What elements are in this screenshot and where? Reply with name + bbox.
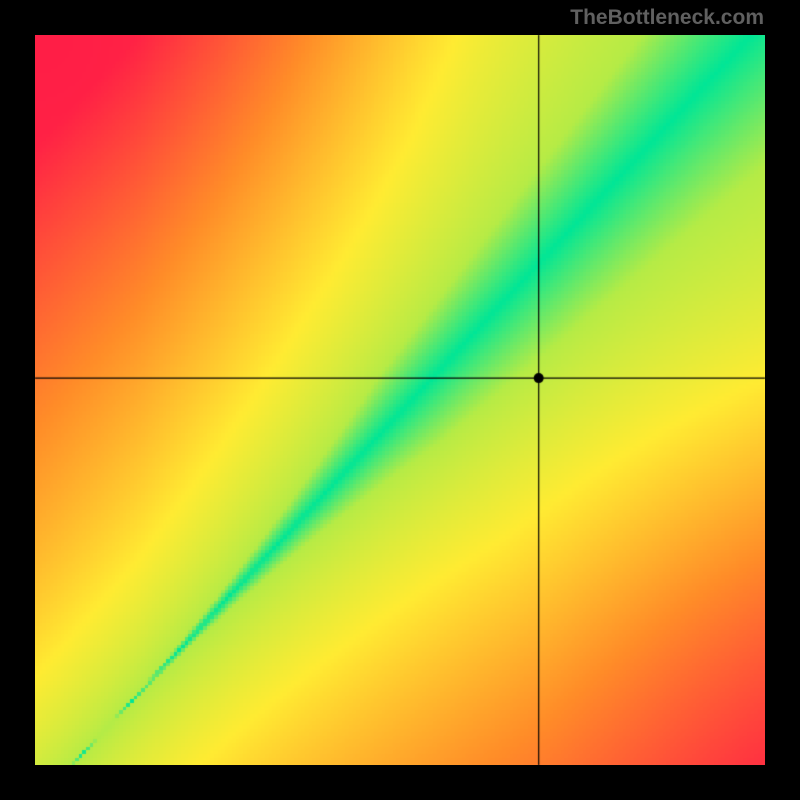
chart-container: TheBottleneck.com [0,0,800,800]
crosshair-overlay [0,0,800,800]
watermark-text: TheBottleneck.com [570,6,764,30]
